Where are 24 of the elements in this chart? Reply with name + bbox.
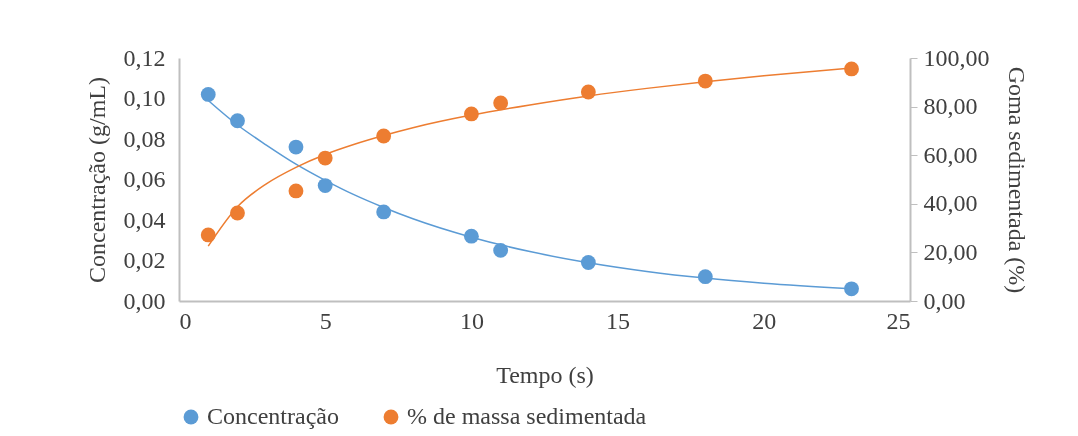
x-tick-label: 5 (319, 307, 332, 334)
y2-tick-label: 100,00 (923, 44, 990, 71)
legend-label: % de massa sedimentada (407, 403, 647, 429)
x-tick-label: 0 (179, 307, 192, 334)
y2-tick-label: 80,00 (923, 93, 978, 120)
y-tick-label: 0,08 (123, 125, 166, 152)
x-tick-label: 20 (752, 307, 777, 334)
x-axis-title: Tempo (s) (496, 361, 594, 388)
y-tick-label: 0,04 (123, 206, 166, 233)
legend-label: Concentração (207, 403, 339, 429)
y-tick-label: 0,06 (123, 166, 166, 192)
y-axis-title: Concentração (g/mL) (83, 77, 110, 283)
y-tick-label: 0,00 (123, 287, 166, 314)
y-tick-label: 0,10 (123, 85, 166, 111)
y-tick-label: 0,02 (123, 247, 166, 273)
y2-tick-label: 60,00 (923, 141, 978, 168)
y2-tick-label: 40,00 (923, 190, 978, 217)
x-tick-label: 25 (886, 307, 911, 334)
x-tick-label: 15 (606, 307, 631, 334)
y2-tick-label: 0,00 (923, 287, 966, 314)
x-tick-label: 10 (459, 307, 484, 334)
y-tick-label: 0,12 (123, 44, 166, 71)
y2-axis-title: Goma sedimentada (%) (1003, 66, 1030, 294)
y2-tick-label: 20,00 (923, 238, 978, 265)
